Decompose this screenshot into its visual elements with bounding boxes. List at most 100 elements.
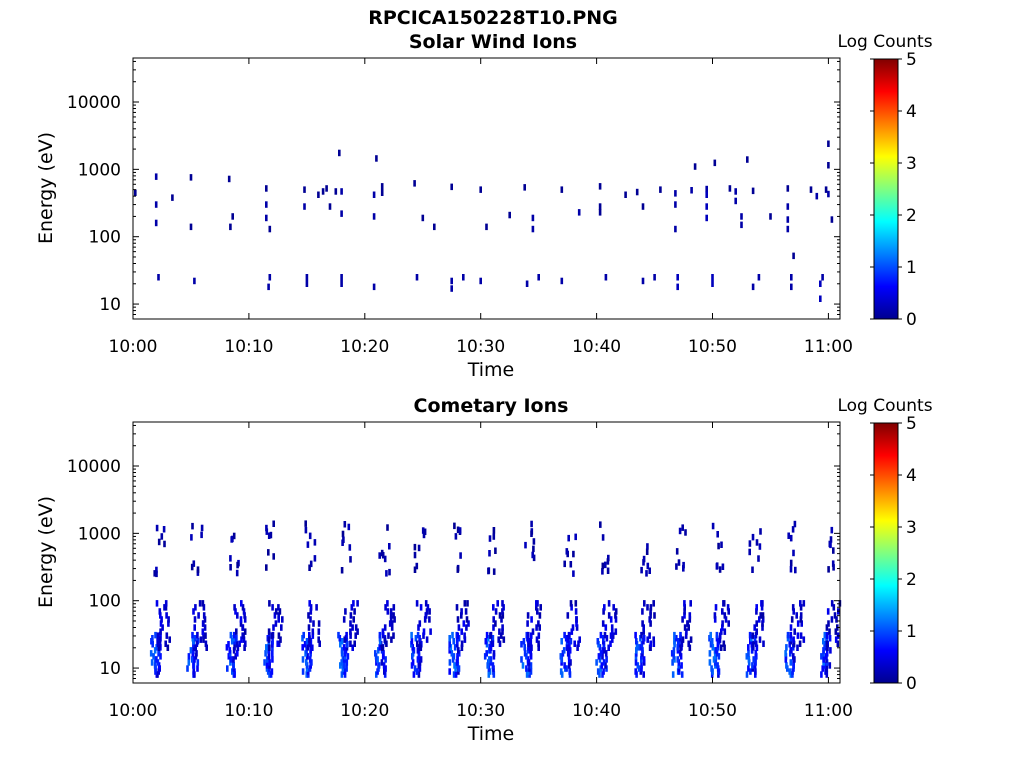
heatmap-cell [825,624,829,631]
heatmap-cell [466,600,469,607]
heatmap-cell [301,644,304,651]
heatmap-cell [229,555,232,562]
heatmap-cell [645,548,649,555]
y-axis-label: Energy (eV) [35,132,57,244]
heatmap-cell [604,624,608,631]
heatmap-cell [604,650,608,657]
heatmap-cell [671,671,675,678]
heatmap-cell [492,533,496,540]
heatmap-cell [382,662,386,669]
heatmap-cell [202,620,205,627]
heatmap-cell [465,624,468,631]
heatmap-cell [537,644,540,651]
heatmap-cell [684,632,688,639]
heatmap-cell [193,635,197,642]
heatmap-cell [562,647,566,654]
heatmap-cell [313,555,317,562]
heatmap-cell [308,631,311,639]
heatmap-cell [305,274,309,281]
heatmap-cell [640,662,643,669]
heatmap-cell [265,656,269,663]
heatmap-cell [238,640,241,647]
heatmap-cell [340,274,343,281]
heatmap-cell [603,631,607,639]
heatmap-cell [751,187,755,195]
heatmap-cell [452,671,456,678]
heatmap-cell [416,640,419,647]
heatmap-cell [723,628,727,635]
heatmap-cell [306,653,309,660]
heatmap-cell [301,656,305,663]
heatmap-cell [195,640,199,647]
heatmap-cell [465,616,469,623]
heatmap-cell [601,534,605,541]
heatmap-cell [598,183,602,190]
heatmap-cell [187,659,191,666]
heatmap-cell [154,173,158,180]
heatmap-cell [745,671,749,678]
heatmap-cell [277,632,281,639]
heatmap-cell [205,644,208,651]
heatmap-cell [380,659,384,666]
heatmap-cell [559,653,563,660]
heatmap-cell [339,662,342,669]
heatmap-cell [634,668,637,675]
heatmap-cell [456,632,460,639]
colorbar-tick-label: 3 [906,154,917,174]
heatmap-cell [836,640,840,647]
heatmap-cell [389,612,393,619]
heatmap-cell [792,653,795,660]
heatmap-cell [681,636,685,643]
heatmap-cell [708,659,712,666]
heatmap-cell [231,213,234,220]
heatmap-cell [460,612,463,619]
heatmap-cell [577,209,581,216]
heatmap-cell [417,671,421,678]
heatmap-cell [415,274,419,281]
heatmap-cell [821,274,824,281]
heatmap-cell [305,280,309,287]
heatmap-cell [413,180,416,187]
heatmap-cell [377,662,381,669]
heatmap-cell [345,659,349,666]
heatmap-cell [467,620,470,627]
heatmap-cell [225,644,229,651]
heatmap-cell [243,644,246,651]
heatmap-cell [796,632,800,639]
heatmap-cell [416,647,420,654]
heatmap-cell [196,631,199,639]
heatmap-cell [819,280,822,287]
heatmap-cell [713,159,717,167]
heatmap-cell [351,644,354,651]
heatmap-cell [529,638,533,645]
colorbar-tick-label: 5 [906,50,917,70]
heatmap-cell [799,632,803,639]
heatmap-cell [755,628,758,635]
heatmap-cell [605,635,609,642]
heatmap-cell [311,632,315,639]
heatmap-cell [796,620,800,627]
heatmap-cell [595,659,598,666]
heatmap-cell [156,640,160,647]
heatmap-cell [234,608,237,615]
heatmap-cell [600,662,604,669]
heatmap-cell [231,668,234,675]
heatmap-cell [383,636,387,643]
heatmap-cell [267,549,270,556]
heatmap-cell [612,604,615,611]
heatmap-cell [410,638,414,645]
heatmap-cell [340,280,343,287]
heatmap-cell [607,612,611,619]
heatmap-cell [674,201,677,208]
heatmap-cell [158,641,162,648]
heatmap-cell [559,668,563,675]
heatmap-cell [717,653,721,660]
heatmap-cell [419,604,423,611]
heatmap-cell [388,543,391,550]
heatmap-cell [602,668,605,675]
heatmap-cell [790,274,793,281]
heatmap-cell [529,662,533,669]
heatmap-cell [751,662,754,669]
heatmap-cell [150,659,154,666]
heatmap-cell [415,600,419,607]
